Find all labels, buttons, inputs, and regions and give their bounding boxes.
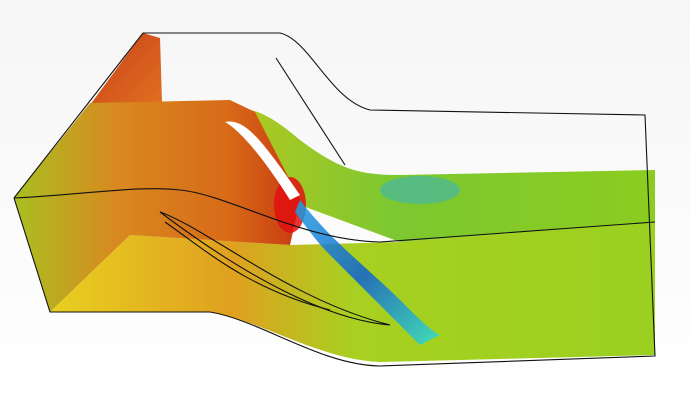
wireframe: [13, 32, 656, 367]
inlet-face: [14, 100, 300, 312]
floor: [50, 222, 655, 362]
blade-gap: [225, 121, 300, 200]
back-wall: [90, 33, 162, 105]
side-wall: [220, 109, 655, 242]
low-region: [380, 176, 460, 204]
hot-spot: [274, 177, 306, 233]
